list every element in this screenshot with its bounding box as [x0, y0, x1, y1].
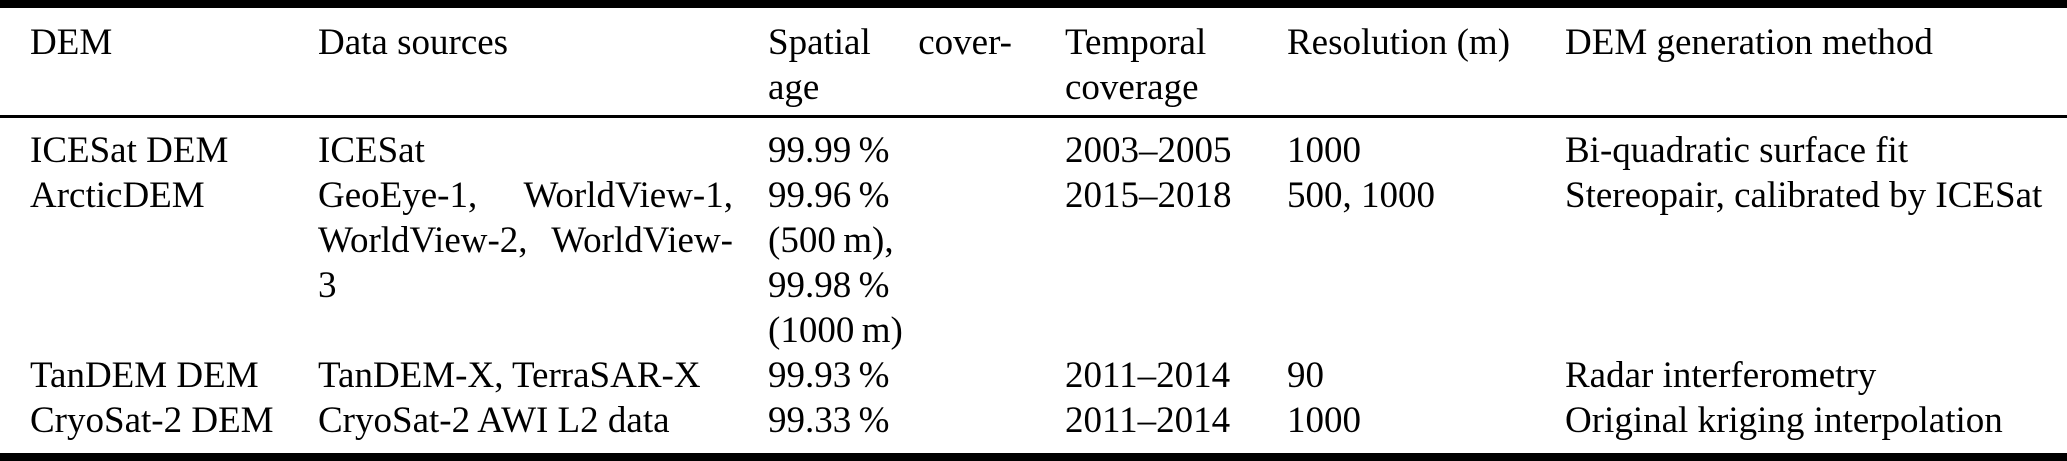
- temporal-coverage-value: 2015–2018: [1065, 175, 1232, 216]
- header-temporal-coverage: Temporal coverage: [1065, 4, 1287, 117]
- header-temporal-coverage-line1: Temporal: [1065, 22, 1207, 63]
- header-spatial-coverage-line1: Spatial cover-: [768, 22, 1012, 63]
- spatial-coverage-line: (500 m),: [768, 220, 894, 261]
- header-data-sources-label: Data sources: [318, 22, 509, 63]
- cell-method: Original kriging interpolation: [1565, 398, 2067, 457]
- dem-name: TanDEM DEM: [30, 355, 259, 396]
- resolution-value: 1000: [1287, 130, 1361, 171]
- cell-data-sources: GeoEye-1, WorldView-1, WorldView-2, Worl…: [318, 173, 768, 353]
- table-row-icesat-dem: ICESat DEM ICESat 99.99 % 2003–2005 1000…: [0, 117, 2067, 174]
- table-header: DEM Data sources Spatial cover- age Temp…: [0, 4, 2067, 117]
- temporal-coverage-value: 2003–2005: [1065, 130, 1232, 171]
- cell-method: Stereopair, calibrated by ICESat: [1565, 173, 2067, 353]
- header-dem: DEM: [0, 4, 318, 117]
- cell-spatial-coverage: 99.99 %: [768, 117, 1065, 174]
- table-header-row: DEM Data sources Spatial cover- age Temp…: [0, 4, 2067, 117]
- cell-data-sources: TanDEM-X, TerraSAR-X: [318, 353, 768, 398]
- data-source-line: GeoEye-1, WorldView-1,: [318, 175, 733, 216]
- cell-dem: ICESat DEM: [0, 117, 318, 174]
- dem-name: ArcticDEM: [30, 175, 205, 216]
- resolution-value: 500, 1000: [1287, 175, 1435, 216]
- cell-resolution: 90: [1287, 353, 1565, 398]
- header-resolution: Resolution (m): [1287, 4, 1565, 117]
- cell-spatial-coverage: 99.93 %: [768, 353, 1065, 398]
- cell-dem: TanDEM DEM: [0, 353, 318, 398]
- header-data-sources: Data sources: [318, 4, 768, 117]
- cell-resolution: 1000: [1287, 398, 1565, 457]
- method-value: Radar interferometry: [1565, 355, 1877, 396]
- cell-resolution: 1000: [1287, 117, 1565, 174]
- spatial-coverage-line: 99.96 %: [768, 175, 890, 216]
- data-source-line: WorldView-2, WorldView-: [318, 220, 733, 261]
- cell-data-sources: ICESat: [318, 117, 768, 174]
- data-source-line: 3: [318, 265, 337, 306]
- spatial-coverage-line: 99.33 %: [768, 400, 890, 441]
- table-row-cryosat2-dem: CryoSat-2 DEM CryoSat-2 AWI L2 data 99.3…: [0, 398, 2067, 457]
- resolution-value: 1000: [1287, 400, 1361, 441]
- spatial-coverage-line: 99.98 %: [768, 265, 890, 306]
- dem-name: CryoSat-2 DEM: [30, 400, 274, 441]
- cell-spatial-coverage: 99.33 %: [768, 398, 1065, 457]
- cell-dem: CryoSat-2 DEM: [0, 398, 318, 457]
- method-value: Original kriging interpolation: [1565, 400, 2003, 441]
- header-temporal-coverage-line2: coverage: [1065, 67, 1199, 108]
- header-dem-label: DEM: [30, 22, 113, 63]
- resolution-value: 90: [1287, 355, 1324, 396]
- method-value: Stereopair, calibrated by ICESat: [1565, 175, 2043, 216]
- cell-temporal-coverage: 2015–2018: [1065, 173, 1287, 353]
- cell-data-sources: CryoSat-2 AWI L2 data: [318, 398, 768, 457]
- temporal-coverage-value: 2011–2014: [1065, 355, 1231, 396]
- table-row-arcticdem: ArcticDEM GeoEye-1, WorldView-1, WorldVi…: [0, 173, 2067, 353]
- cell-temporal-coverage: 2003–2005: [1065, 117, 1287, 174]
- dem-name: ICESat DEM: [30, 130, 229, 171]
- cell-temporal-coverage: 2011–2014: [1065, 353, 1287, 398]
- temporal-coverage-value: 2011–2014: [1065, 400, 1231, 441]
- cell-spatial-coverage: 99.96 % (500 m), 99.98 % (1000 m): [768, 173, 1065, 353]
- table-body: ICESat DEM ICESat 99.99 % 2003–2005 1000…: [0, 117, 2067, 458]
- spatial-coverage-line: 99.99 %: [768, 130, 890, 171]
- header-spatial-coverage: Spatial cover- age: [768, 4, 1065, 117]
- data-source-line: TanDEM-X, TerraSAR-X: [318, 355, 701, 396]
- spatial-coverage-line: 99.93 %: [768, 355, 890, 396]
- table-row-tandem-dem: TanDEM DEM TanDEM-X, TerraSAR-X 99.93 % …: [0, 353, 2067, 398]
- cell-method: Bi-quadratic surface fit: [1565, 117, 2067, 174]
- header-method: DEM generation method: [1565, 4, 2067, 117]
- cell-dem: ArcticDEM: [0, 173, 318, 353]
- cell-temporal-coverage: 2011–2014: [1065, 398, 1287, 457]
- header-resolution-label: Resolution (m): [1287, 22, 1511, 63]
- data-source-line: ICESat: [318, 130, 425, 171]
- header-spatial-coverage-line2: age: [768, 67, 820, 108]
- header-method-label: DEM generation method: [1565, 22, 1933, 63]
- spatial-coverage-line: (1000 m): [768, 310, 903, 351]
- cell-method: Radar interferometry: [1565, 353, 2067, 398]
- data-source-line: CryoSat-2 AWI L2 data: [318, 400, 670, 441]
- method-value: Bi-quadratic surface fit: [1565, 130, 1909, 171]
- cell-resolution: 500, 1000: [1287, 173, 1565, 353]
